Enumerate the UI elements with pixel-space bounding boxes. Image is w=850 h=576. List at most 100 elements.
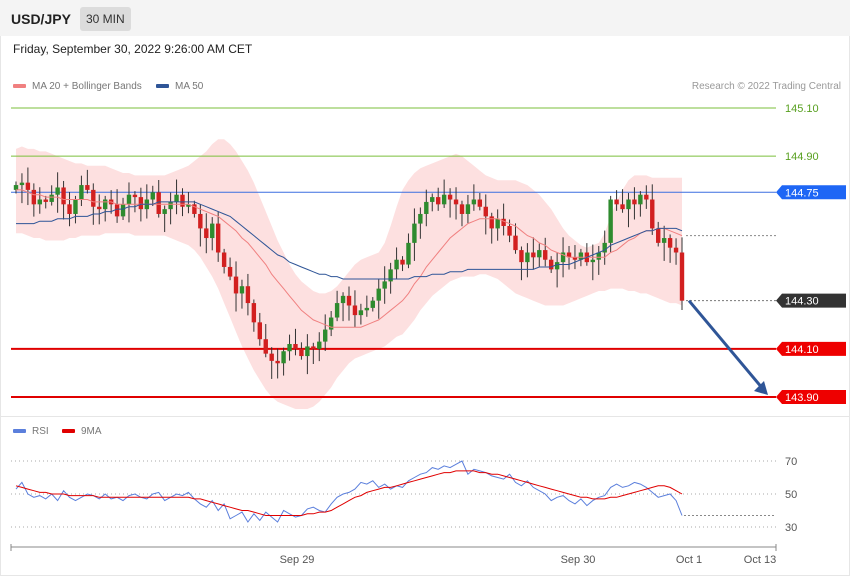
ma20-swatch bbox=[13, 84, 26, 89]
rsi-9ma-line bbox=[15, 470, 683, 516]
projection-arrow-head bbox=[754, 381, 768, 395]
candle-body bbox=[364, 307, 370, 311]
candle-body bbox=[519, 250, 524, 263]
candle-body bbox=[275, 360, 280, 364]
level-tag-144.30 bbox=[776, 293, 846, 308]
candle-body bbox=[572, 257, 578, 260]
candle-body bbox=[596, 252, 601, 260]
chart-header: USD/JPY 30 MIN bbox=[0, 0, 850, 36]
candle-body bbox=[513, 235, 518, 251]
candle-body bbox=[334, 303, 340, 318]
candle-body bbox=[418, 213, 423, 224]
level-label-144.75: 144.75 bbox=[785, 187, 819, 199]
candle-body bbox=[257, 322, 263, 340]
legend-rsi-label: RSI bbox=[32, 426, 49, 437]
candle-body bbox=[317, 341, 322, 349]
candle-body bbox=[55, 187, 60, 195]
candle-body bbox=[299, 348, 304, 357]
rsi-swatch bbox=[13, 429, 26, 434]
candle-body bbox=[245, 286, 251, 304]
candle-body bbox=[548, 259, 554, 270]
candle-body bbox=[156, 192, 161, 214]
candle-body bbox=[656, 228, 661, 243]
candle-body bbox=[441, 194, 447, 205]
candle-body bbox=[465, 204, 471, 214]
candle-body bbox=[346, 295, 352, 306]
legend-ma50-label: MA 50 bbox=[175, 81, 204, 92]
candle-body bbox=[620, 204, 625, 210]
candle-body bbox=[168, 201, 173, 210]
candle-body bbox=[673, 247, 679, 253]
candle-body bbox=[525, 252, 530, 263]
legend-9ma: 9MA bbox=[62, 426, 102, 437]
candle-body bbox=[376, 288, 381, 301]
symbol-title: USD/JPY bbox=[11, 11, 71, 27]
candle-body bbox=[174, 194, 179, 202]
candle-body bbox=[37, 199, 42, 205]
candle-body bbox=[210, 223, 215, 239]
projection-arrow-line bbox=[687, 299, 765, 390]
level-label-145.10: 145.10 bbox=[785, 103, 819, 115]
x-axis-label-sep-29: Sep 29 bbox=[280, 554, 315, 566]
candle-body bbox=[49, 194, 54, 202]
candle-body bbox=[227, 266, 233, 277]
rsi-tick-50: 50 bbox=[785, 489, 797, 501]
legend-rsi: RSI bbox=[13, 426, 49, 437]
candle-body bbox=[102, 199, 108, 210]
ma50-line bbox=[16, 201, 683, 280]
candle-body bbox=[471, 199, 477, 205]
candle-body bbox=[453, 199, 459, 205]
legend-ma20: MA 20 + Bollinger Bands bbox=[13, 81, 142, 92]
candle-body bbox=[501, 218, 506, 227]
candle-body bbox=[667, 238, 673, 248]
candle-body bbox=[293, 344, 298, 349]
level-tag-144.75 bbox=[776, 185, 846, 200]
candle-body bbox=[328, 317, 334, 330]
candle-body bbox=[251, 303, 257, 323]
candle-body bbox=[679, 252, 685, 301]
candle-body bbox=[311, 346, 316, 349]
candle-body bbox=[394, 259, 399, 270]
candle-body bbox=[221, 252, 227, 267]
candle-body bbox=[263, 339, 268, 354]
candle-body bbox=[79, 185, 84, 200]
candle-body bbox=[186, 204, 191, 207]
candle-body bbox=[287, 344, 292, 352]
candle-body bbox=[412, 223, 417, 243]
candle-body bbox=[126, 194, 132, 205]
candle-body bbox=[25, 182, 31, 190]
candle-body bbox=[543, 250, 548, 260]
candle-body bbox=[424, 201, 429, 214]
candle-body bbox=[13, 185, 19, 190]
candle-body bbox=[43, 199, 48, 202]
candle-body bbox=[269, 353, 274, 361]
candle-body bbox=[447, 194, 453, 200]
legend-ma50: MA 50 bbox=[156, 81, 203, 92]
candle-body bbox=[483, 206, 488, 217]
candle-body bbox=[67, 204, 72, 214]
candle-body bbox=[566, 252, 572, 258]
candle-body bbox=[358, 310, 364, 316]
candle-body bbox=[340, 295, 346, 304]
candle-body bbox=[370, 300, 375, 308]
candle-body bbox=[162, 209, 167, 214]
x-axis-label-oct-13: Oct 13 bbox=[744, 554, 776, 566]
candle-body bbox=[644, 194, 649, 200]
candle-body bbox=[661, 238, 667, 243]
candle-body bbox=[281, 351, 286, 364]
legend-ma20-label: MA 20 + Bollinger Bands bbox=[32, 81, 142, 92]
x-axis-label-sep-30: Sep 30 bbox=[561, 554, 596, 566]
timeframe-button[interactable]: 30 MIN bbox=[80, 7, 131, 31]
panel-divider bbox=[0, 416, 850, 417]
candle-body bbox=[198, 213, 203, 229]
candle-body bbox=[608, 199, 613, 243]
ma9-swatch bbox=[62, 429, 75, 434]
candle-body bbox=[19, 182, 25, 186]
candle-body bbox=[233, 276, 239, 294]
candle-body bbox=[388, 269, 393, 282]
candle-body bbox=[495, 218, 500, 229]
candle-body bbox=[150, 192, 155, 200]
candle-body bbox=[632, 199, 637, 205]
rsi-tick-30: 30 bbox=[785, 522, 797, 534]
level-tag-144.10 bbox=[776, 341, 846, 356]
